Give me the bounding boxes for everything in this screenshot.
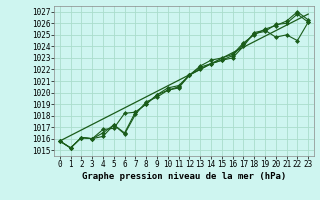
X-axis label: Graphe pression niveau de la mer (hPa): Graphe pression niveau de la mer (hPa)	[82, 172, 286, 181]
